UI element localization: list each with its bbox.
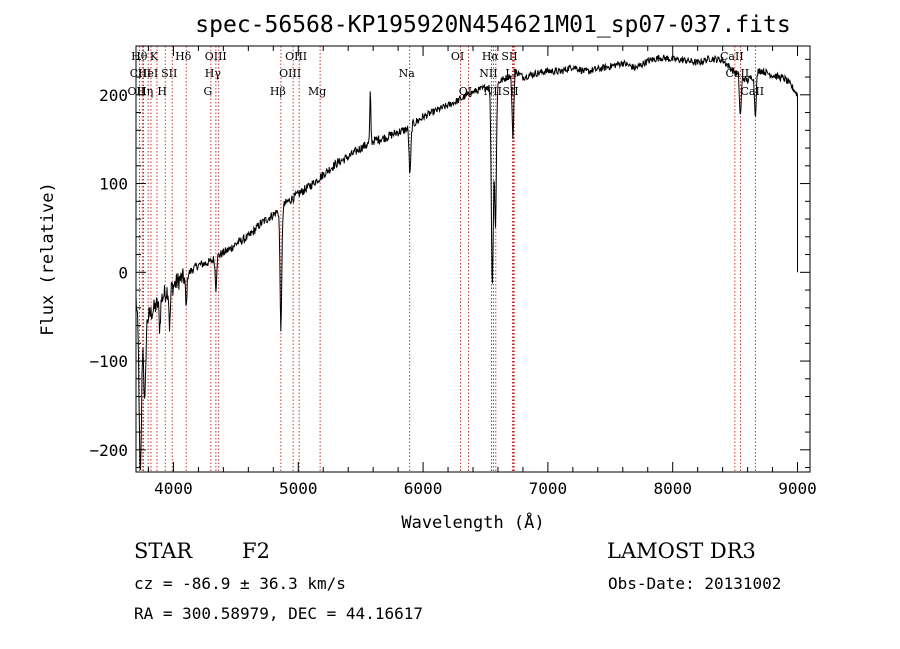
line-label-G: G (203, 85, 212, 98)
spectrum-line (135, 54, 798, 471)
x-tick-label: 5000 (279, 479, 318, 498)
redshift-velocity: cz = -86.9 ± 36.3 km/s (134, 574, 346, 593)
y-tick-label: 100 (99, 175, 128, 194)
x-tick-label: 4000 (154, 479, 193, 498)
line-label-LI: LI (505, 67, 517, 80)
line-label-K: K (150, 50, 159, 63)
line-label-CaII: CaII (720, 50, 744, 63)
line-label-Hγ: Hγ (205, 67, 222, 80)
line-label-Hδ: Hδ (175, 50, 192, 63)
x-tick-label: 6000 (404, 479, 443, 498)
line-label-H: H (157, 85, 167, 98)
y-tick-label: 200 (99, 86, 128, 105)
line-label-CIII: CIII (130, 67, 151, 80)
y-tick-label: −200 (89, 441, 128, 460)
object-subclass: F2 (242, 539, 270, 563)
x-tick-label: 9000 (778, 479, 817, 498)
line-label-SII: SII (502, 85, 518, 98)
observation-date: Obs-Date: 20131002 (608, 574, 782, 593)
coordinates: RA = 300.58979, DEC = 44.16617 (134, 604, 423, 623)
line-label-Na: Na (399, 67, 416, 80)
line-label-Hα: Hα (482, 50, 500, 63)
line-label-HeI: HeI (138, 67, 158, 80)
plot-frame (135, 45, 811, 473)
line-label-Hη: Hη (137, 85, 153, 98)
line-label-Hβ: Hβ (270, 85, 286, 98)
line-label-SII: SII (161, 67, 177, 80)
line-label-OI: OI (451, 50, 464, 63)
line-label-OIII: OIII (279, 67, 301, 80)
x-tick-label: 7000 (529, 479, 568, 498)
line-label-NII: NII (479, 67, 497, 80)
y-axis-label: Flux (relative) (38, 182, 58, 336)
x-axis-label: Wavelength (Å) (401, 511, 544, 533)
line-label-OIII: OIII (205, 50, 227, 63)
line-label-CaII: CaII (726, 67, 750, 80)
line-label-Hθ: Hθ (131, 50, 148, 63)
x-tick-label: 8000 (653, 479, 692, 498)
line-label-NII: NII (484, 85, 502, 98)
y-tick-label: −100 (89, 352, 128, 371)
survey-label: LAMOST DR3 (607, 539, 756, 563)
object-class: STAR (134, 539, 193, 563)
line-label-SII: SII (501, 50, 517, 63)
line-label-OI: OI (459, 85, 472, 98)
line-label-Mg: Mg (308, 85, 326, 98)
y-tick-label: 0 (118, 263, 128, 282)
line-label-CaII: CaII (740, 85, 764, 98)
chart-title: spec-56568-KP195920N454621M01_sp07-037.f… (195, 12, 790, 38)
line-label-OIII: OIII (285, 50, 307, 63)
